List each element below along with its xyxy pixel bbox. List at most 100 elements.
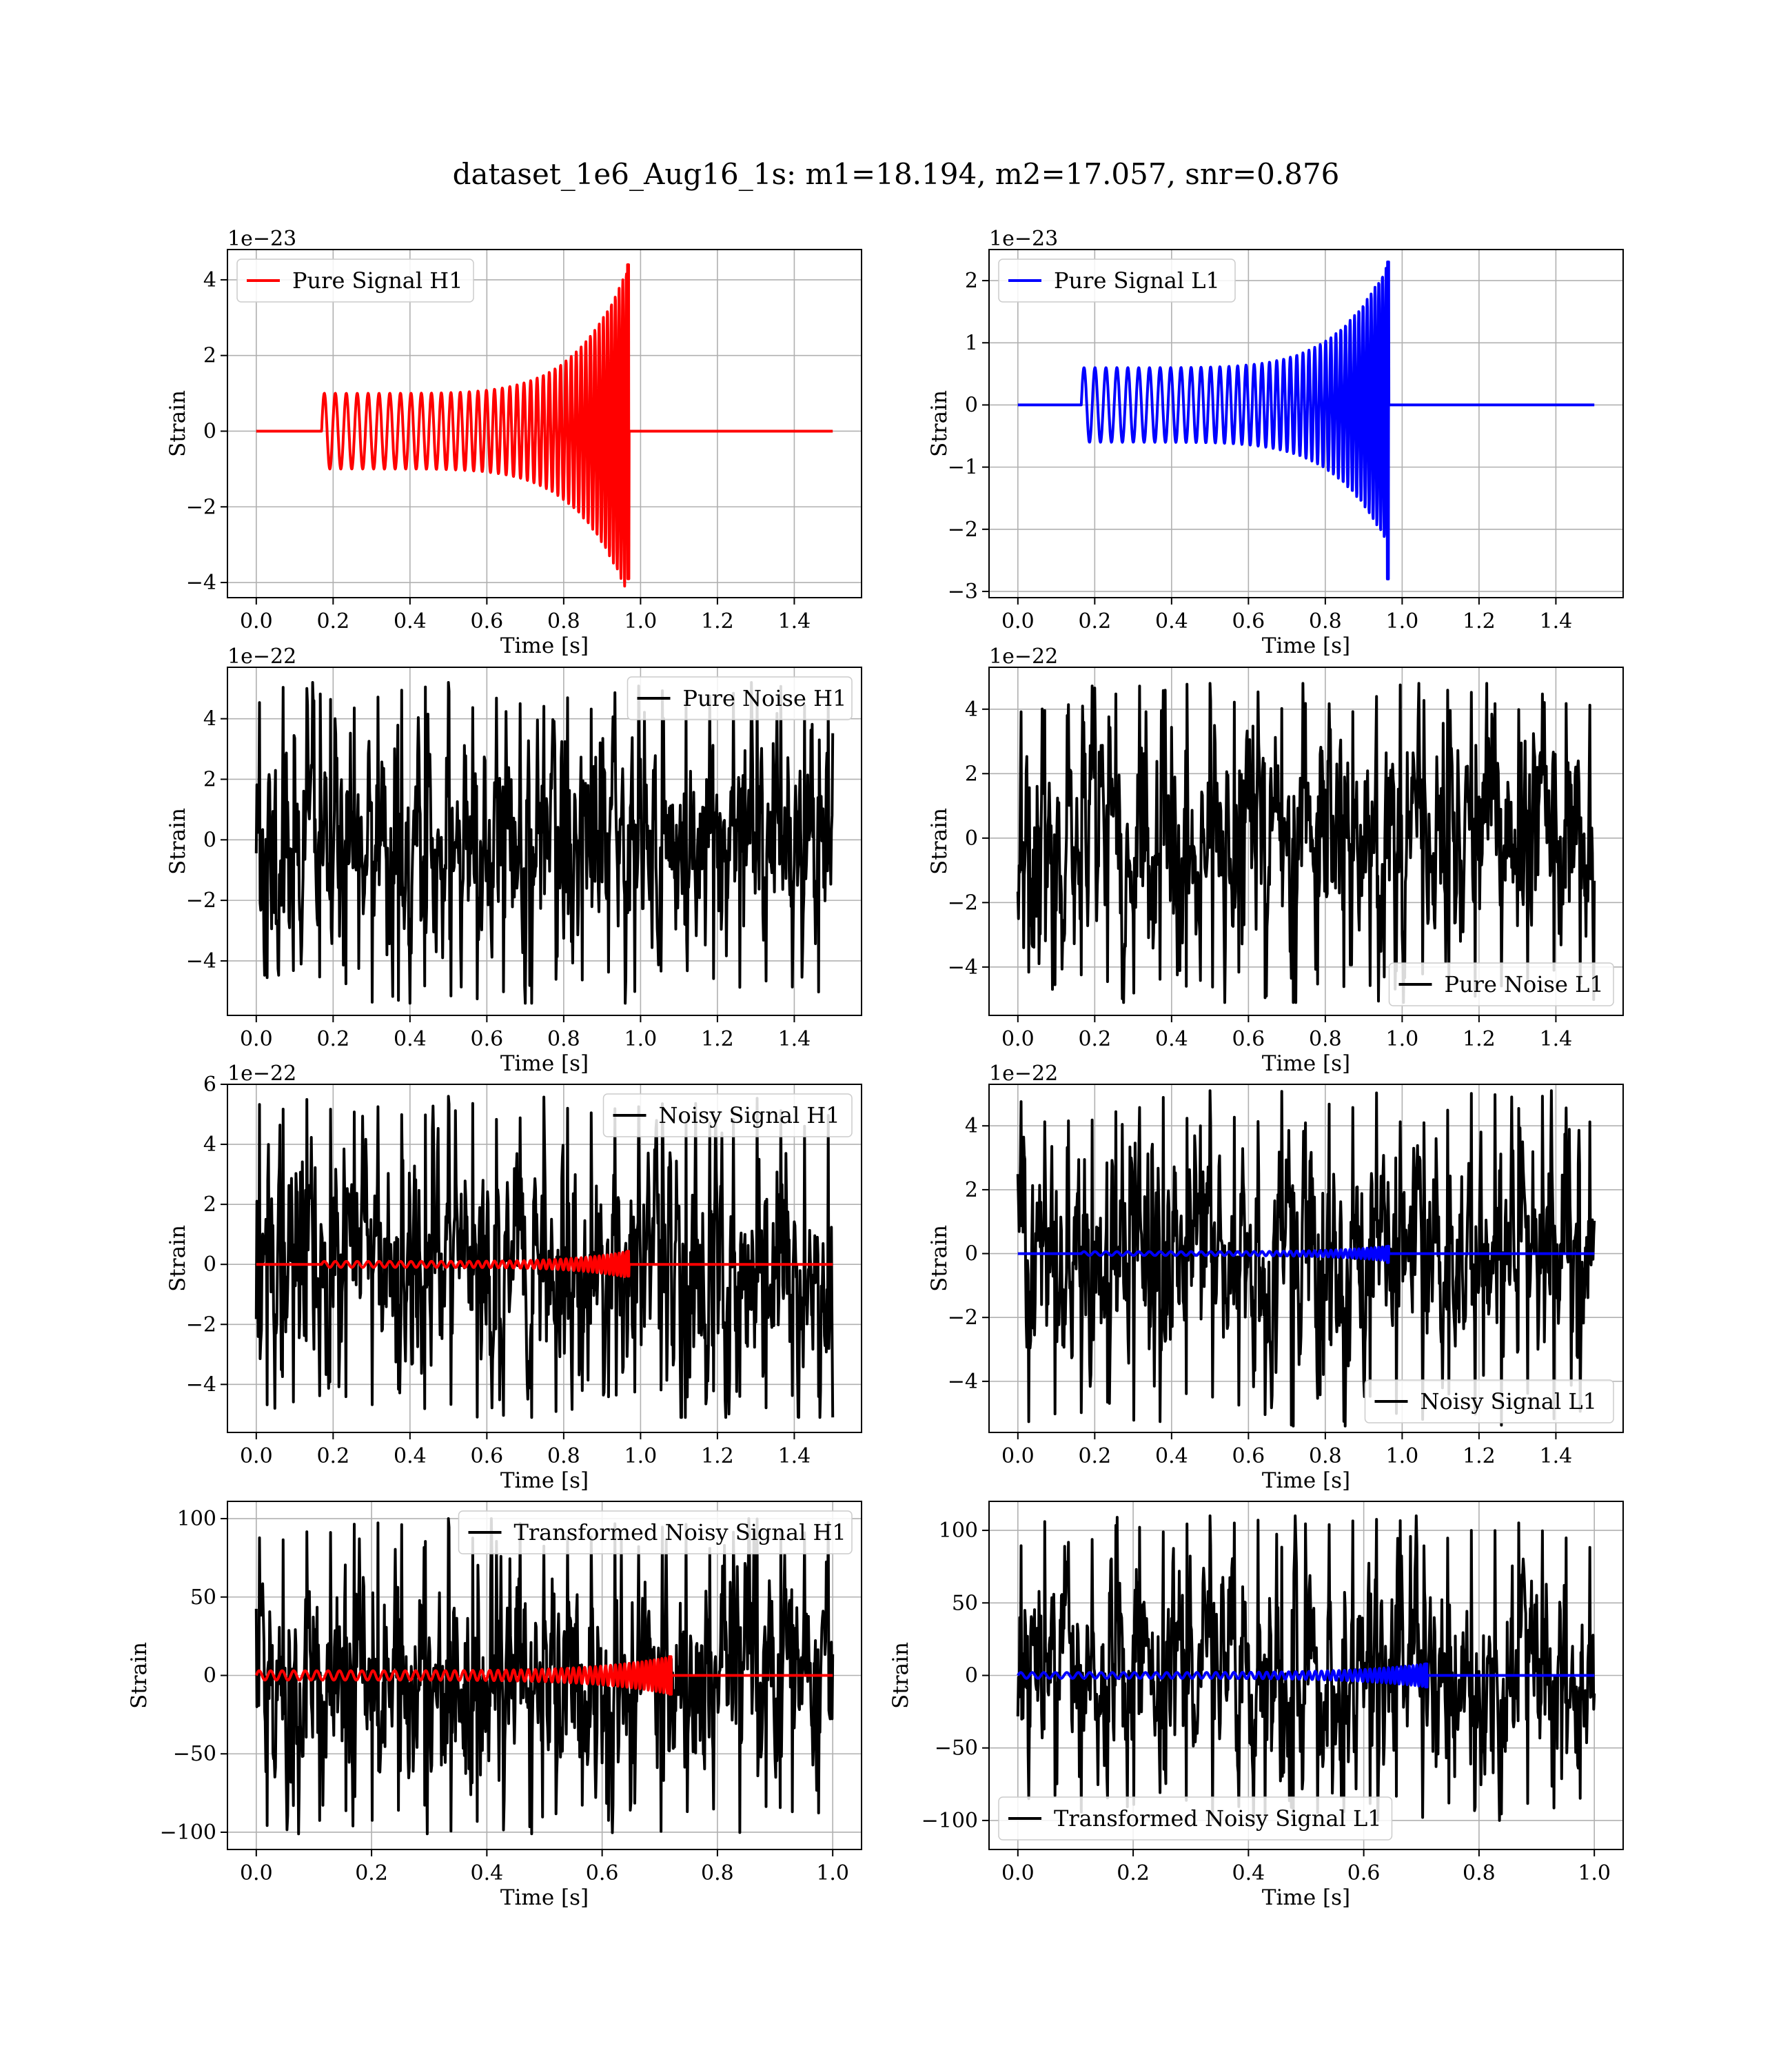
x-tick-label: 1.2 (1463, 1027, 1496, 1051)
x-tick-label: 1.4 (1540, 1444, 1573, 1468)
legend: Pure Noise L1 (1388, 962, 1614, 1006)
x-tick-label: 1.0 (816, 1861, 849, 1885)
x-tick-label: 0.6 (1232, 1027, 1265, 1051)
series-line-transformed-noisy-signal-l1 (1016, 1514, 1596, 1822)
y-tick-label: −4 (186, 571, 216, 595)
y-tick-label: 0 (203, 828, 216, 852)
series-line-pure-noise-h1 (254, 681, 835, 1005)
series-line-noisy-signal-l1-signal-1 (1017, 1244, 1596, 1264)
x-axis-label: Time [s] (500, 633, 589, 658)
offset-text: 1e−22 (227, 1062, 296, 1086)
x-tick-label: 1.4 (1540, 609, 1573, 633)
y-axis-label: Strain (127, 1642, 152, 1709)
y-tick-label: −4 (186, 949, 216, 973)
x-tick-label: 0.8 (547, 1444, 580, 1468)
offset-text: 1e−22 (989, 1062, 1058, 1086)
y-tick-label: 0 (203, 1253, 216, 1277)
legend: Pure Noise H1 (627, 676, 853, 720)
x-axis-label: Time [s] (1262, 1885, 1350, 1910)
y-tick-label: −100 (922, 1809, 978, 1833)
legend-box (998, 258, 1236, 303)
x-tick-label: 0.0 (240, 1861, 273, 1885)
x-tick-label: 0.0 (1001, 609, 1035, 633)
series-line-noisy-signal-h1-signal-1 (255, 1250, 834, 1278)
y-tick-label: −100 (160, 1821, 216, 1845)
axes-frame (227, 1084, 862, 1433)
x-tick-label: 0.2 (316, 1444, 349, 1468)
y-tick-label: 2 (965, 762, 978, 786)
x-tick-label: 0.0 (240, 609, 273, 633)
y-tick-label: −4 (186, 1372, 216, 1397)
plot-area (254, 1095, 835, 1419)
x-tick-label: 1.0 (624, 609, 658, 633)
x-tick-label: 1.0 (1578, 1861, 1611, 1885)
x-tick-label: 0.8 (1463, 1861, 1496, 1885)
x-axis-label: Time [s] (1262, 1051, 1350, 1076)
x-tick-label: 0.6 (471, 1027, 504, 1051)
legend: Transformed Noisy Signal H1 (458, 1510, 853, 1554)
offset-text: 1e−22 (989, 645, 1058, 669)
y-tick-label: 2 (203, 344, 216, 368)
plot-area (254, 1517, 835, 1836)
y-tick-label: −2 (186, 889, 216, 913)
plot-area (1016, 1514, 1596, 1822)
offset-text: 1e−22 (227, 645, 296, 669)
x-tick-label: 0.2 (1117, 1861, 1150, 1885)
legend: Noisy Signal H1 (602, 1093, 853, 1137)
legend-label: Transformed Noisy Signal H1 (514, 1519, 846, 1545)
y-tick-label: 4 (203, 707, 216, 731)
x-tick-label: 0.6 (1232, 609, 1265, 633)
x-axis-label: Time [s] (1262, 633, 1350, 658)
x-tick-label: 1.4 (778, 1027, 811, 1051)
legend-label: Noisy Signal H1 (659, 1102, 840, 1128)
y-axis-label: Strain (165, 390, 190, 457)
plot-area (254, 681, 835, 1005)
x-axis-label: Time [s] (1262, 1468, 1350, 1493)
x-tick-label: 1.2 (701, 1444, 734, 1468)
legend: Pure Signal H1 (236, 258, 474, 303)
x-tick-label: 1.0 (624, 1027, 658, 1051)
y-tick-label: 2 (203, 1193, 216, 1217)
panel-transformed-noisy-signal-l1: 0.0 0.2 0.4 0.6 0.8 1.0 −100 −50 0 50 100 Time [s] S… (888, 1501, 1624, 1910)
x-tick-label: 1.0 (624, 1444, 658, 1468)
x-tick-label: 0.8 (701, 1861, 734, 1885)
x-tick-label: 1.2 (701, 609, 734, 633)
x-tick-label: 0.2 (1078, 1027, 1111, 1051)
series-line-noisy-signal-l1 (1016, 1089, 1596, 1428)
x-tick-label: 0.4 (471, 1861, 504, 1885)
x-tick-label: 0.2 (355, 1861, 388, 1885)
x-tick-label: 0.0 (240, 1444, 273, 1468)
x-tick-label: 0.4 (1155, 1027, 1188, 1051)
y-tick-label: 4 (203, 1133, 216, 1157)
figure-title: dataset_1e6_Aug16_1s: m1=18.194, m2=17.0… (452, 157, 1340, 191)
y-tick-label: 2 (965, 269, 978, 293)
legend-box (602, 1093, 853, 1137)
x-tick-label: 0.8 (547, 609, 580, 633)
series-line-transformed-noisy-signal-h1-signal-1 (254, 1655, 834, 1696)
x-axis-label: Time [s] (500, 1885, 589, 1910)
x-axis-label: Time [s] (500, 1051, 589, 1076)
plot-area (1017, 261, 1596, 580)
x-tick-label: 1.2 (1463, 609, 1496, 633)
x-tick-label: 0.6 (1347, 1861, 1381, 1885)
x-tick-label: 0.8 (1309, 1444, 1342, 1468)
legend-box (627, 676, 853, 720)
panel-pure-noise-h1: 0.0 0.2 0.4 0.6 0.8 1.0 1.2 1.4 −4 −2 0 2 4 Time [s] S… (165, 645, 862, 1076)
axes-frame (988, 249, 1624, 598)
y-tick-label: 4 (203, 268, 216, 292)
x-tick-label: 1.4 (778, 1444, 811, 1468)
y-tick-label: 1 (965, 331, 978, 355)
legend: Pure Signal L1 (998, 258, 1236, 303)
x-tick-label: 0.8 (1309, 1027, 1342, 1051)
y-axis-label: Strain (888, 1642, 913, 1709)
y-tick-label: 0 (965, 1242, 978, 1266)
y-tick-label: 0 (965, 827, 978, 851)
y-axis-label: Strain (927, 390, 952, 457)
plot-area (1016, 682, 1596, 1004)
x-tick-label: 0.2 (1078, 609, 1111, 633)
x-tick-label: 1.2 (701, 1027, 734, 1051)
x-tick-label: 0.4 (394, 1444, 427, 1468)
y-tick-label: −3 (948, 580, 978, 604)
x-tick-label: 1.0 (1386, 609, 1419, 633)
